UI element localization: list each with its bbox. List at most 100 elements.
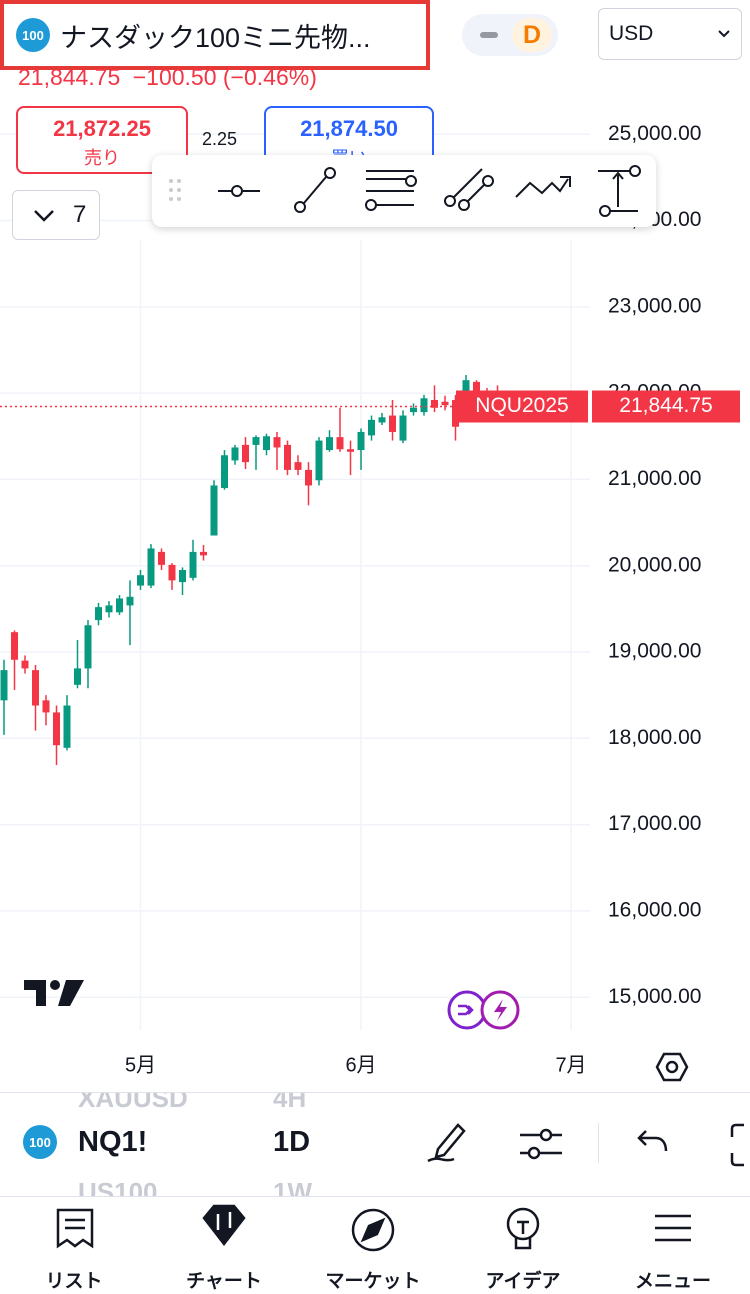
candle-body [441, 401, 449, 406]
horizontal-ray-tool[interactable] [218, 185, 260, 197]
candle-body [326, 437, 333, 451]
candle-body [273, 437, 281, 448]
spread: 2.25 [202, 129, 238, 149]
candle-body [252, 437, 260, 445]
x-tick-label: 7月 [555, 1054, 586, 1076]
candle-body [336, 437, 344, 450]
fullscreen-button[interactable] [728, 1123, 750, 1167]
candle-body [315, 440, 323, 481]
candle-body [179, 570, 186, 583]
next-symbol: US100 [78, 1177, 158, 1196]
symbol-label: NQU2025 [475, 394, 568, 417]
candle-body [63, 705, 71, 748]
candle-body [452, 400, 459, 427]
event-icons[interactable] [446, 990, 522, 1030]
candle-body [294, 462, 302, 470]
next-interval: 1W [273, 1177, 312, 1196]
candle-body [189, 551, 197, 578]
candle-body [368, 419, 375, 436]
candle-body [284, 444, 291, 470]
toggle-label: D [512, 18, 552, 52]
candle-body [357, 431, 365, 451]
divider [598, 1123, 599, 1163]
tradingview-logo [24, 980, 84, 1006]
candle-body [399, 415, 407, 441]
candle-body [11, 632, 18, 660]
candle-body [21, 660, 29, 669]
ideas-icon[interactable] [506, 1207, 540, 1250]
candle-body [378, 417, 386, 423]
currency-select[interactable]: USD [598, 8, 742, 60]
candle-body [231, 447, 239, 461]
quote-line: 21,844.75 −100.50 (−0.46%) [18, 64, 317, 91]
menu-icon[interactable] [655, 1214, 691, 1242]
divider [0, 1196, 750, 1197]
indicators-button[interactable] [518, 1123, 564, 1163]
currency-label: USD [609, 22, 654, 45]
drawing-toolbar [152, 155, 656, 227]
candle-body [105, 605, 113, 613]
draw-button[interactable] [424, 1119, 470, 1165]
symbol[interactable]: NQ1! [78, 1126, 148, 1158]
sell-label: 売り [84, 148, 120, 168]
interval-count: 7 [73, 201, 87, 228]
candle-body [420, 398, 428, 413]
candle-body [84, 625, 92, 669]
symbol-title-box[interactable]: 100 ナスダック100ミニ先物... [0, 0, 430, 70]
candle-body [410, 407, 417, 413]
candle-body [431, 400, 438, 408]
chevron-down [34, 210, 54, 222]
candle-body [137, 575, 144, 586]
toolbar-icons [169, 165, 641, 217]
y-tick-label: 18,000.00 [608, 726, 701, 749]
nav-label[interactable]: チャート [186, 1271, 262, 1292]
measure-tool[interactable] [598, 165, 641, 217]
candle-body [126, 596, 134, 606]
nav-label[interactable]: メニュー [634, 1271, 711, 1292]
prev-symbol: XAUUSD [78, 1093, 188, 1113]
candle-body [210, 485, 218, 536]
parallel-channel-tool[interactable] [444, 168, 494, 211]
undo-button[interactable] [636, 1127, 670, 1157]
nav-label[interactable]: マーケット [325, 1271, 421, 1292]
settings-icon[interactable] [655, 1050, 689, 1084]
candle-body [221, 455, 228, 489]
divider [0, 1092, 750, 1093]
market-icon[interactable] [351, 1208, 395, 1252]
list-icon[interactable] [56, 1208, 94, 1249]
candle-body [168, 564, 176, 581]
horizontal-lines-tool[interactable] [365, 170, 417, 211]
y-tick-label: 21,000.00 [608, 467, 701, 490]
x-tick-label: 5月 [125, 1054, 156, 1076]
trend-line-tool[interactable] [294, 167, 336, 213]
y-tick-label: 20,000.00 [608, 553, 701, 576]
chart: 5月 6月 7月 15,000.00 16,000.00 17,000.00 18,000.… [0, 122, 740, 1076]
toggle-dash [480, 32, 498, 38]
nav-label[interactable]: リスト [45, 1271, 103, 1292]
interval[interactable]: 1D [273, 1126, 311, 1158]
candle-body [42, 700, 50, 713]
y-tick-label: 15,000.00 [608, 985, 701, 1008]
nav-icons [56, 1204, 691, 1252]
symbol-badge: 100 [23, 1125, 57, 1159]
symbol-title: ナスダック100ミニ先物... [60, 22, 371, 53]
path-tool[interactable] [515, 176, 571, 198]
interval-collapse[interactable]: 7 [12, 190, 100, 240]
sell-button[interactable]: 21,872.25 売り [16, 106, 188, 174]
candle-body [74, 668, 81, 685]
candle-body [263, 436, 270, 451]
quote-change: −100.50 (−0.46%) [132, 64, 317, 90]
candle-body [95, 607, 102, 621]
candle-body [347, 449, 354, 452]
quote-last: 21,844.75 [18, 64, 121, 90]
candle-body [389, 415, 396, 432]
y-tick-label: 19,000.00 [608, 640, 701, 663]
chevron [718, 30, 730, 38]
candle-body [462, 380, 470, 401]
y-tick-label: 25,000.00 [608, 122, 701, 145]
candle-body [305, 469, 312, 486]
toggle[interactable]: D [462, 14, 558, 56]
nav-label[interactable]: アイデア [485, 1271, 561, 1292]
candle-body [147, 548, 155, 586]
chart-icon[interactable] [202, 1204, 246, 1247]
